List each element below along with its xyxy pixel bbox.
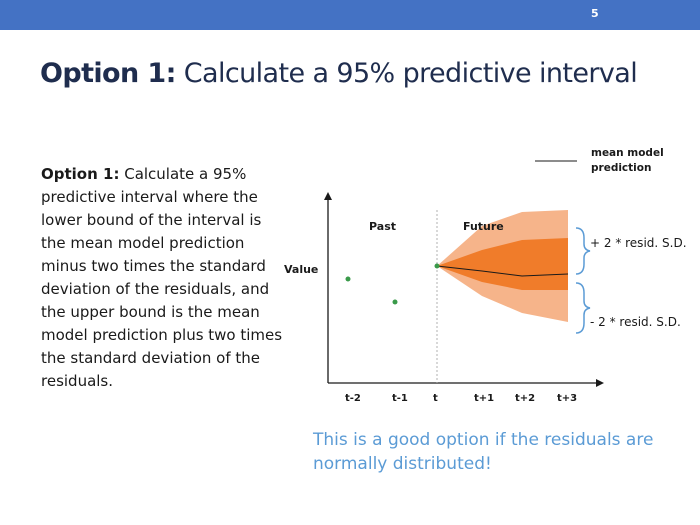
x-tick-label: t	[433, 393, 438, 404]
body-bold: Option 1:	[41, 165, 120, 183]
upper-brace	[575, 227, 591, 275]
body-paragraph: Option 1: Calculate a 95% predictive int…	[41, 163, 286, 393]
body-rest: Calculate a 95% predictive interval wher…	[41, 165, 283, 390]
callout-note: This is a good option if the residuals a…	[313, 430, 654, 474]
x-tick-label: t+3	[557, 393, 577, 404]
x-tick-label: t-1	[392, 393, 408, 404]
x-tick-label: t+1	[474, 393, 494, 404]
y-axis-arrow	[324, 192, 332, 200]
slide-title: Option 1: Calculate a 95% predictive int…	[40, 58, 680, 89]
data-point-t-1	[392, 299, 398, 305]
legend-label: mean model prediction	[591, 147, 667, 174]
lower-bound-annotation: - 2 * resid. S.D.	[590, 315, 681, 329]
region-label-future: Future	[463, 220, 504, 233]
lower-brace	[575, 282, 591, 334]
data-point-t-2	[345, 276, 351, 282]
title-rest: Calculate a 95% predictive interval	[175, 58, 638, 89]
title-bold: Option 1:	[40, 58, 176, 89]
x-axis-arrow	[596, 379, 604, 387]
x-tick-label: t+2	[515, 393, 535, 404]
header-bar	[0, 0, 700, 30]
data-point-t	[434, 263, 440, 269]
slide-number: 5	[591, 7, 599, 20]
upper-bound-annotation: + 2 * resid. S.D.	[590, 236, 687, 250]
y-axis-label: Value	[284, 263, 318, 276]
inner-interval-band	[437, 238, 568, 290]
mean-prediction-line	[436, 265, 569, 277]
x-tick-label: t-2	[345, 393, 361, 404]
region-label-past: Past	[369, 220, 396, 233]
